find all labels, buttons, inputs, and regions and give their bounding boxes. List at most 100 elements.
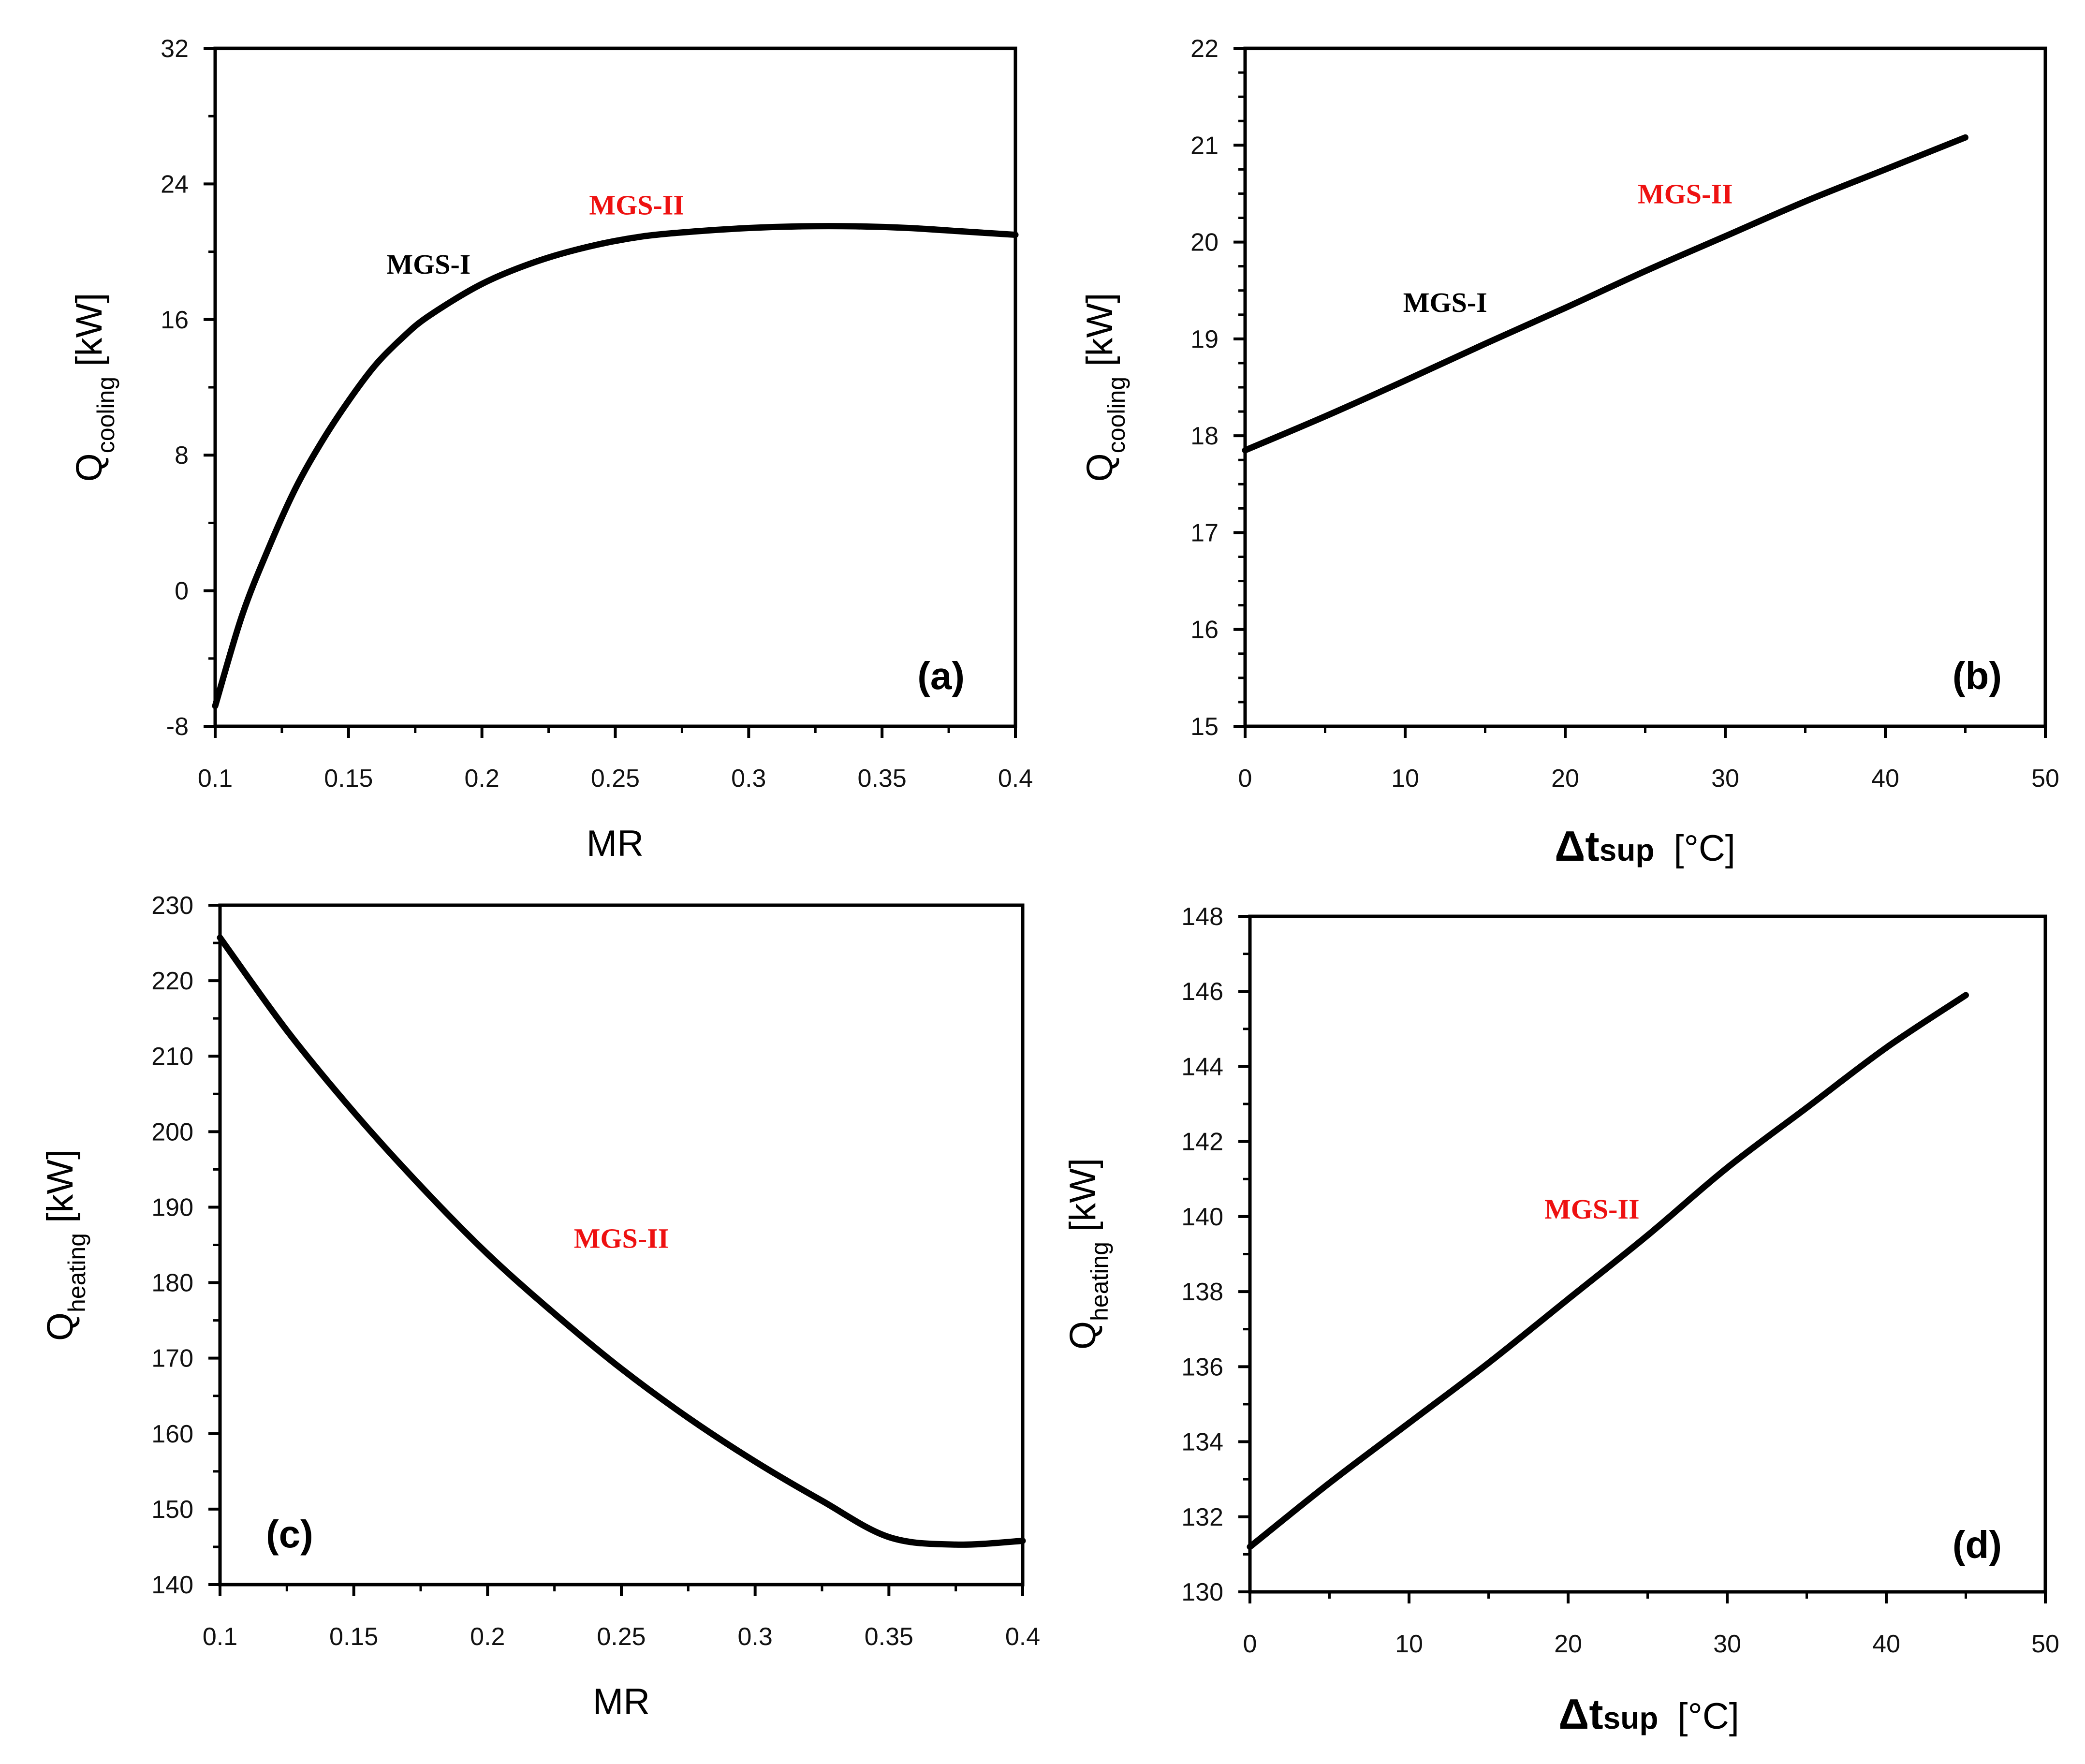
y-tick-label-b: 15 [1190,713,1219,741]
y-tick-label-d: 132 [1181,1503,1223,1531]
y-tick-label-a: 24 [161,170,189,198]
x-tick-label-d: 10 [1395,1630,1423,1658]
x-tick-label-b: 10 [1391,764,1419,793]
x-tick-label-c: 0.15 [329,1623,378,1651]
x-tick-label-b: 20 [1551,764,1579,793]
y-axis-label-c-unit: [kW] [40,1149,81,1233]
y-tick-label-c: 200 [151,1118,193,1146]
x-tick-label-b: 50 [2031,764,2059,793]
x-tick-label-c: 0.2 [470,1623,505,1651]
chart-panel-a: 0.1 0.15 0.2 0.25 0.3 0.35 0.4 -8 0 8 16 24 32 MGS-I… [69,35,1033,864]
y-tick-label-c: 220 [151,967,193,995]
y-tick-label-b: 21 [1190,132,1219,160]
x-axis-label-d-unit: [°C] [1677,1696,1739,1737]
x-tick-label-d: 30 [1713,1630,1741,1658]
annotation-mgs-ii-b: MGS-II [1638,178,1733,209]
y-tick-label-a: 0 [175,577,189,605]
y-tick-label-d: 130 [1181,1578,1223,1606]
x-axis-label-b-sub: sup [1600,833,1655,867]
x-axis-label-c: MR [593,1681,650,1722]
x-tick-label-c: 0.25 [597,1623,646,1651]
panel-label-b: (b) [1953,654,2002,697]
x-axis-label-b-delta: Δt [1555,822,1600,870]
y-tick-label-b: 18 [1190,422,1219,450]
y-tick-label-a: 16 [161,306,189,334]
x-tick-label-c: 0.3 [738,1623,773,1651]
ticks-a: 0.1 0.15 0.2 0.25 0.3 0.35 0.4 -8 0 8 16 24 32 [161,35,1033,793]
x-axis-label-a: MR [587,823,644,864]
annotation-mgs-ii-c: MGS-II [574,1223,669,1254]
x-tick-label-a: 0.15 [324,764,373,793]
y-axis-label-d-main: Q [1062,1321,1103,1350]
x-axis-label-d: Δtsup [°C] [1558,1690,1739,1738]
series-line-b [1242,134,1968,454]
y-tick-label-d: 144 [1181,1053,1223,1081]
y-tick-label-d: 146 [1181,978,1223,1006]
y-tick-label-d: 140 [1181,1203,1223,1231]
y-tick-label-d: 142 [1181,1128,1223,1156]
y-axis-label-c: Qheating [kW] [40,1149,90,1341]
y-axis-label-a: Qcooling [kW] [69,293,119,482]
y-tick-label-a: -8 [166,713,189,741]
x-tick-label-a: 0.3 [731,764,766,793]
y-tick-label-b: 20 [1190,229,1219,257]
y-axis-label-a-unit: [kW] [69,293,110,377]
x-tick-label-a: 0.35 [858,764,907,793]
y-axis-label-d-sub: heating [1086,1242,1113,1321]
annotations-c: MGS-II [574,1223,669,1254]
y-tick-label-a: 32 [161,35,189,63]
annotation-mgs-ii-a: MGS-II [589,189,684,220]
series-c [217,934,1026,1548]
y-axis-label-b: Qcooling [kW] [1079,293,1130,482]
y-tick-label-c: 150 [151,1496,193,1524]
y-axis-label-a-sub: cooling [92,377,119,453]
y-tick-label-c: 160 [151,1420,193,1448]
y-tick-label-d: 134 [1181,1428,1223,1456]
series-a [212,223,1019,709]
x-tick-label-a: 0.25 [591,764,640,793]
ticks-d: 0 10 20 30 40 50 130 132 134 136 138 140 142 144 146 14… [1181,903,2059,1658]
y-tick-label-d: 136 [1181,1353,1223,1381]
y-axis-label-b-main: Q [1079,453,1120,482]
y-axis-label-b-unit: [kW] [1079,293,1120,377]
panel-label-a: (a) [917,654,965,697]
y-tick-label-c: 230 [151,892,193,920]
chart-panel-c: 0.1 0.15 0.2 0.25 0.3 0.35 0.4 140 150 160 170 180 1… [40,892,1040,1722]
panel-label-c: (c) [266,1513,313,1556]
y-tick-label-a: 8 [175,441,189,470]
annotations-d: MGS-II [1544,1193,1640,1225]
series-line-a [212,223,1019,709]
x-axis-label-d-delta: Δt [1558,1690,1603,1738]
x-axis-label-b: Δtsup [°C] [1555,822,1735,870]
y-tick-label-c: 190 [151,1193,193,1221]
x-tick-label-a: 0.2 [465,764,499,793]
y-tick-label-c: 170 [151,1345,193,1373]
ticks-b: 0 10 20 30 40 50 15 16 17 18 19 20 21 22 [1190,35,2059,793]
y-axis-label-c-sub: heating [63,1233,90,1312]
x-tick-label-d: 0 [1243,1630,1257,1658]
x-tick-label-a: 0.1 [198,764,233,793]
y-axis-label-d: Qheating [kW] [1062,1158,1113,1350]
annotation-mgs-i-a: MGS-I [386,249,470,280]
series-line-c [217,934,1026,1548]
y-axis-label-d-unit: [kW] [1062,1158,1103,1242]
x-tick-label-b: 40 [1871,764,1899,793]
x-tick-label-d: 20 [1554,1630,1582,1658]
x-axis-label-b-unit: [°C] [1674,828,1735,869]
y-tick-label-b: 17 [1190,519,1219,547]
chart-panel-d: 0 10 20 30 40 50 130 132 134 136 138 140 142 144 146 14… [1062,903,2059,1738]
y-axis-label-a-main: Q [69,453,110,482]
annotations-b: MGS-I MGS-II [1403,178,1733,318]
x-tick-label-a: 0.4 [998,764,1033,793]
y-tick-label-c: 210 [151,1043,193,1071]
x-tick-label-d: 50 [2031,1630,2059,1658]
series-b [1242,134,1968,454]
y-tick-label-d: 148 [1181,903,1223,931]
x-tick-label-b: 30 [1711,764,1739,793]
y-tick-label-b: 16 [1190,616,1219,644]
ticks-c: 0.1 0.15 0.2 0.25 0.3 0.35 0.4 140 150 160 170 180 1… [151,892,1040,1651]
x-tick-label-c: 0.1 [203,1623,237,1651]
